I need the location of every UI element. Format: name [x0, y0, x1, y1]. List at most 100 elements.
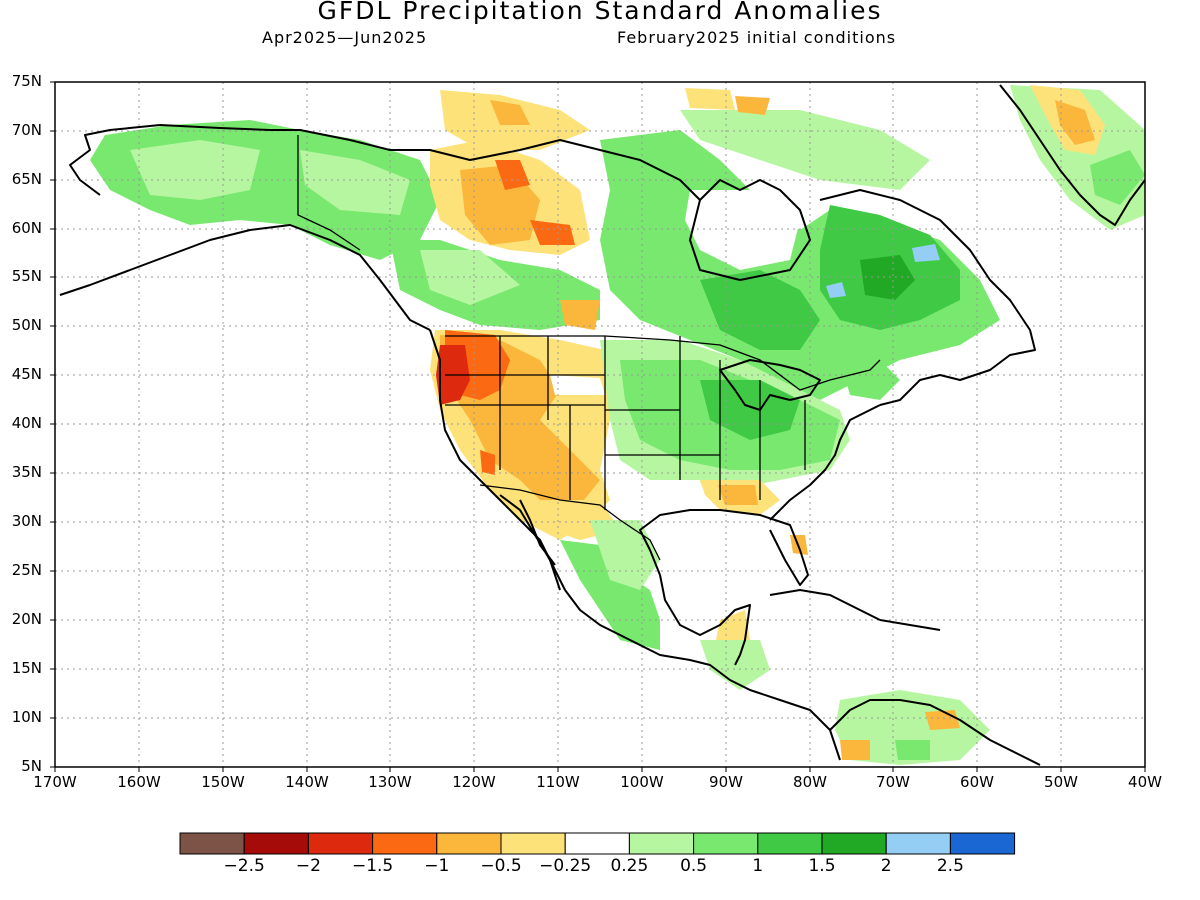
colorbar-swatch — [757, 832, 823, 855]
greenland-coast — [999, 84, 1145, 226]
montana-dry — [560, 300, 600, 330]
quebec-deep-wet — [860, 255, 915, 300]
colorbar-label: 1 — [752, 856, 764, 876]
lat-label-60n: 60N — [11, 219, 42, 237]
lon-label-50w: 50W — [1044, 773, 1078, 791]
lon-label-170w: 170W — [33, 773, 77, 791]
baja-coast — [499, 494, 561, 591]
lon-label-130w: 130W — [368, 773, 412, 791]
colorbar — [179, 832, 1016, 855]
arizona-strong-dry — [480, 450, 495, 475]
lon-label-140w: 140W — [285, 773, 329, 791]
graticule — [55, 82, 1145, 767]
map-title: GFDL Precipitation Standard Anomalies — [317, 0, 883, 25]
lon-label-70w: 70W — [876, 773, 910, 791]
colorbar-swatch — [693, 832, 759, 855]
lat-label-50n: 50N — [11, 316, 42, 334]
us-canada-border — [445, 335, 881, 391]
canada-arctic-coast — [349, 139, 701, 201]
great-lakes — [719, 359, 821, 411]
greenland-dry-core — [1055, 100, 1095, 145]
gulf-coast — [639, 509, 809, 586]
lat-label-20n: 20N — [11, 610, 42, 628]
colorbar-label: 2.5 — [936, 856, 964, 876]
colorbar-swatch — [243, 832, 309, 855]
south-america-green — [835, 690, 990, 765]
colorbar-swatch — [436, 832, 502, 855]
lon-label-120w: 120W — [452, 773, 496, 791]
cuba-coast — [769, 589, 881, 621]
utah-white — [550, 375, 605, 395]
colorbar-swatch — [949, 832, 1016, 855]
lon-label-100w: 100W — [620, 773, 664, 791]
lon-label-110w: 110W — [536, 773, 580, 791]
lat-label-65n: 65N — [11, 170, 42, 188]
lat-label-35n: 35N — [11, 463, 42, 481]
venezuela-dry — [840, 740, 870, 760]
colorbar-label: −1.5 — [351, 856, 394, 876]
new-england-green — [840, 360, 900, 400]
forecast-period: Apr2025—Jun2025 — [262, 28, 428, 47]
mexico-pacific-coast — [564, 589, 841, 761]
southeast-dry-core — [718, 485, 758, 505]
lat-label-5n: 5N — [21, 757, 42, 775]
arctic-dry-east — [685, 88, 735, 110]
lat-label-55n: 55N — [11, 267, 42, 285]
lat-label-70n: 70N — [11, 121, 42, 139]
political-borders — [297, 135, 881, 561]
colorbar-label: −0.5 — [480, 856, 522, 876]
mexico-gulf-coast — [659, 574, 751, 666]
colorbar-swatch — [564, 832, 630, 855]
colorbar-label: −1 — [424, 856, 450, 876]
colorbar-swatch — [885, 832, 951, 855]
colorbar-swatch — [372, 832, 438, 855]
hispaniola-coast — [879, 619, 941, 631]
nwt-strong-dry — [495, 160, 530, 190]
arctic-islands-light-green — [680, 110, 930, 190]
lat-label-15n: 15N — [11, 659, 42, 677]
lon-label-160w: 160W — [117, 773, 161, 791]
axis-ticks — [50, 81, 1146, 772]
lat-label-30n: 30N — [11, 512, 42, 530]
lat-label-75n: 75N — [11, 72, 42, 90]
arctic-dry-east2 — [735, 96, 770, 115]
nwt-strong-dry-2 — [530, 220, 575, 245]
colorbar-label: 1.5 — [808, 856, 836, 876]
state-lines — [445, 336, 806, 510]
lon-label-90w: 90W — [709, 773, 743, 791]
hudson-bay-coast — [689, 179, 811, 281]
initial-conditions: February2025 initial conditions — [617, 28, 897, 47]
hudson-bay-white — [685, 190, 800, 270]
ontario-strong-wet — [700, 270, 820, 350]
lon-label-150w: 150W — [201, 773, 245, 791]
alaska-light-wet — [130, 140, 260, 200]
colombia-dry — [925, 710, 960, 730]
colorbar-swatch — [307, 832, 374, 855]
south-america-coast — [829, 699, 1041, 766]
colorbar-swatch — [821, 832, 887, 855]
colorbar-swatch — [500, 832, 566, 855]
mexico-light-green — [590, 520, 660, 590]
colorbar-swatch — [628, 832, 695, 855]
anomaly-shading — [90, 85, 1145, 765]
gulf-white — [625, 480, 700, 530]
colorbar-label: 0.5 — [680, 856, 708, 876]
lon-label-40w: 40W — [1128, 773, 1162, 791]
colorbar-label: 2 — [880, 856, 892, 876]
colorbar-label: −2.5 — [223, 856, 265, 876]
lon-label-80w: 80W — [793, 773, 827, 791]
colorbar-label: 0.25 — [610, 856, 649, 876]
lat-label-45n: 45N — [11, 365, 42, 383]
quebec-blue — [826, 282, 846, 298]
colorbar-swatch — [179, 832, 245, 855]
us-mexico-border — [479, 484, 661, 561]
lat-label-25n: 25N — [11, 561, 42, 579]
alaska-canada-border — [297, 135, 361, 251]
lat-label-40n: 40N — [11, 414, 42, 432]
arctic-orange-patch — [490, 100, 530, 125]
caribbean-green — [895, 740, 930, 760]
mexico-green — [560, 540, 660, 650]
labrador-coast — [819, 189, 1036, 406]
atlantic-coast — [769, 404, 881, 521]
